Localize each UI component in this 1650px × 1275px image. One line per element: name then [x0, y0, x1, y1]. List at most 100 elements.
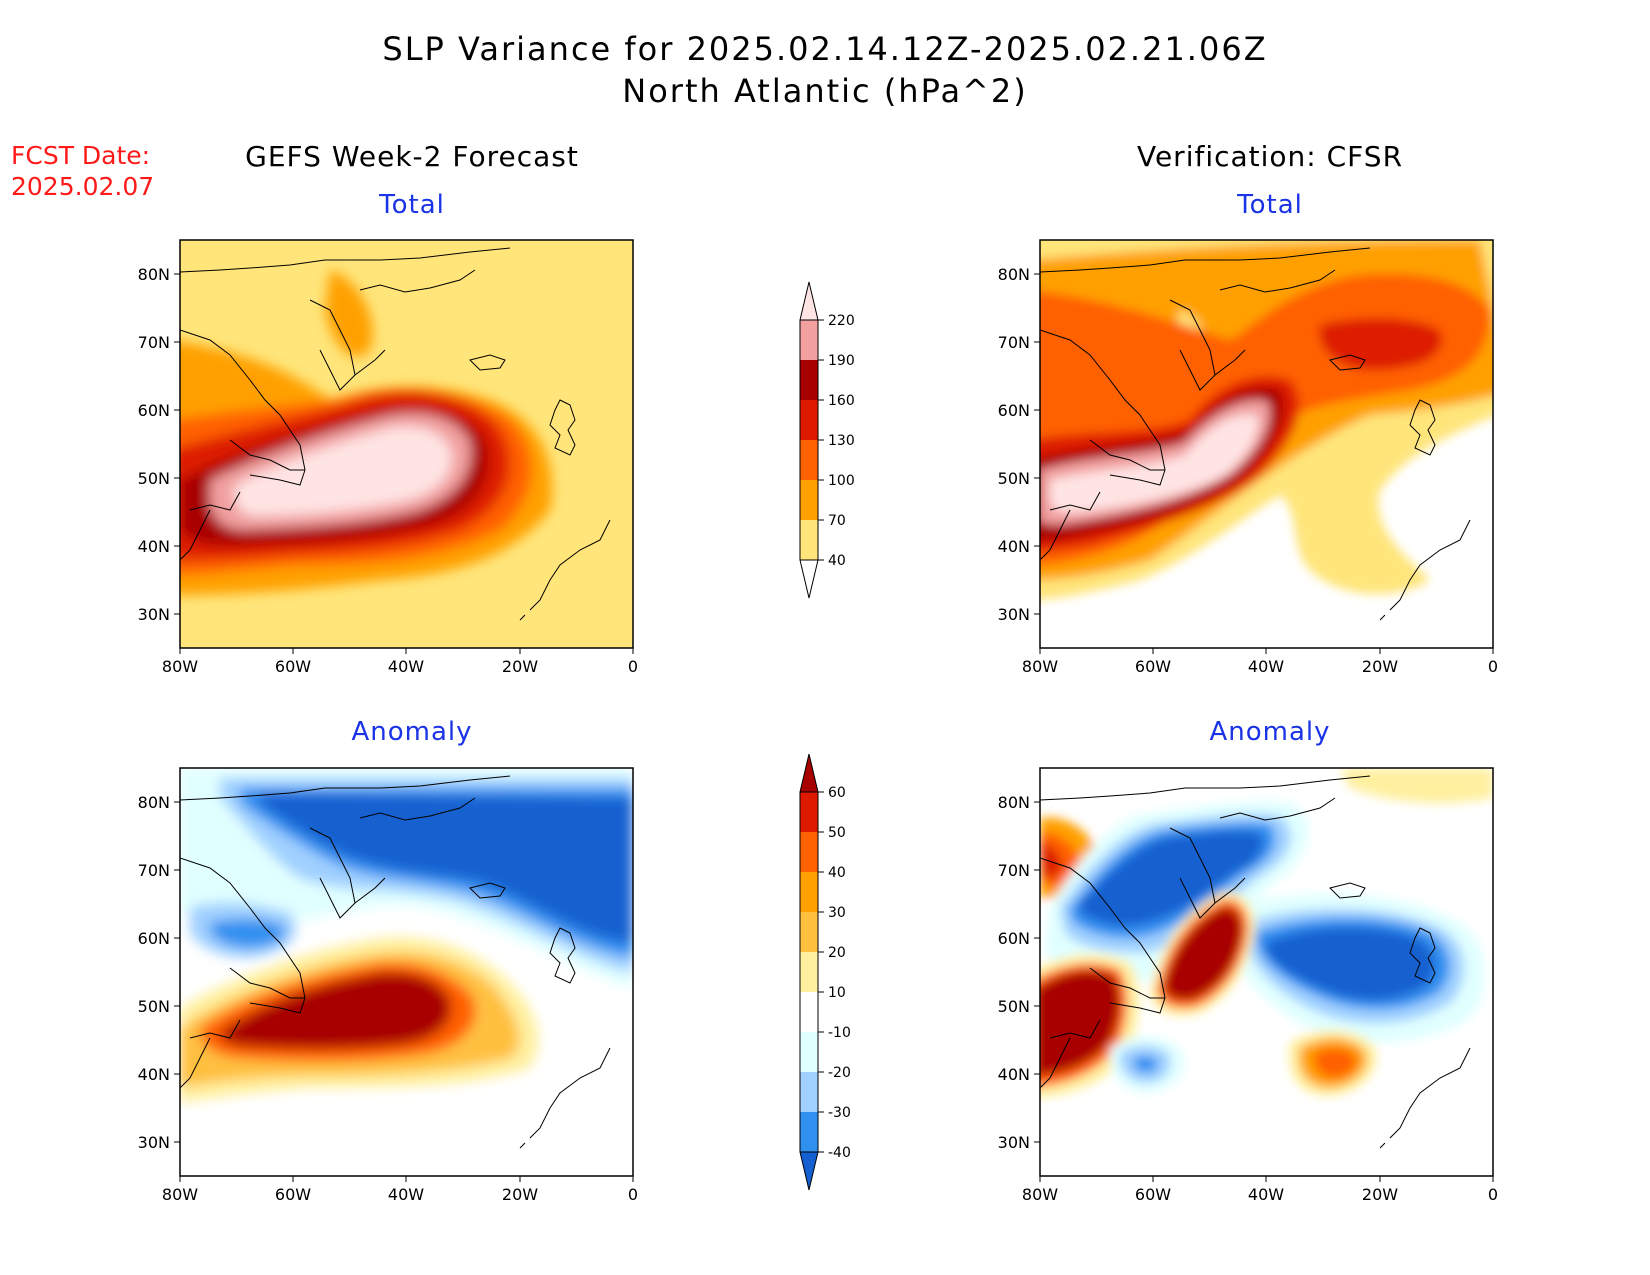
lon-tick-label: 20W [502, 657, 538, 676]
colorbar-label: 100 [828, 473, 855, 489]
lat-tick-label: 30N [138, 1133, 170, 1152]
field-contour-220 [234, 426, 452, 516]
field-contour-220 [1050, 414, 1259, 513]
lat-tick-label: 70N [998, 333, 1030, 352]
lat-tick-label: 60N [998, 929, 1030, 948]
panel-title-cfsr-total: Total [1237, 190, 1303, 220]
colorbar-label: 130 [828, 433, 855, 449]
colorbar-swatch [799, 1151, 819, 1191]
lon-tick-label: 0 [628, 657, 638, 676]
lon-tick-label: 40W [1248, 657, 1284, 676]
colorbar-label: -30 [828, 1105, 851, 1121]
colorbar-swatch [800, 792, 818, 832]
panel-title-cfsr-anomaly: Anomaly [1209, 717, 1331, 747]
lon-tick-label: 20W [502, 1185, 538, 1204]
colorbar-swatch [800, 360, 818, 400]
lat-axis: 80N 70N 60N 50N 40N 30N [138, 265, 180, 624]
lat-tick-label: 40N [998, 537, 1030, 556]
map-cfsr-total: 80N 70N 60N 50N 40N 30N 80W 60W 40W 20W 0 [998, 239, 1498, 676]
lon-tick-label: 60W [1135, 657, 1171, 676]
lon-axis: 80W 60W 40W 20W 0 [1022, 1176, 1498, 1204]
colorbar-swatch [800, 480, 818, 520]
colorbar-swatch [800, 440, 818, 480]
lat-tick-label: 80N [138, 265, 170, 284]
field-contour-40 [1314, 1048, 1357, 1078]
lon-tick-label: 0 [628, 1185, 638, 1204]
colorbar-swatch [799, 281, 819, 321]
colorbar-label: 10 [828, 985, 846, 1001]
lat-tick-label: 50N [138, 469, 170, 488]
coastlines [1040, 775, 1471, 1149]
lon-axis: 80W 60W 40W 20W 0 [1022, 648, 1498, 676]
colorbar-anomaly: 60 50 40 30 20 10 -10 -20 -30 -40 [799, 753, 851, 1191]
lat-tick-label: 40N [138, 1065, 170, 1084]
colorbar-label: -10 [828, 1025, 851, 1041]
lat-tick-label: 70N [138, 333, 170, 352]
field-contour-60 [220, 972, 451, 1049]
lon-tick-label: 20W [1362, 657, 1398, 676]
colorbar-swatch [800, 1112, 818, 1152]
lat-axis: 80N 70N 60N 50N 40N 30N [138, 793, 180, 1152]
lat-tick-label: 40N [998, 1065, 1030, 1084]
lon-tick-label: 80W [1022, 657, 1058, 676]
field-contour-minus40 [1080, 830, 1263, 926]
lat-tick-label: 40N [138, 537, 170, 556]
lon-tick-label: 20W [1362, 1185, 1398, 1204]
lat-tick-label: 80N [998, 265, 1030, 284]
lat-tick-label: 60N [138, 929, 170, 948]
lat-tick-label: 60N [138, 401, 170, 420]
colorbar-label: -40 [828, 1145, 851, 1161]
lat-axis: 80N 70N 60N 50N 40N 30N [998, 265, 1040, 624]
lat-tick-label: 70N [998, 861, 1030, 880]
colorbar-swatch [800, 400, 818, 440]
colorbar-swatch [800, 832, 818, 872]
lat-tick-label: 30N [998, 605, 1030, 624]
lon-tick-label: 80W [162, 1185, 198, 1204]
forecast-date-block: FCST Date: 2025.02.07 [11, 140, 154, 202]
field-contour-minus30 [210, 918, 286, 948]
colorbar-label: 40 [828, 553, 846, 569]
colorbar-swatch [800, 1032, 818, 1072]
colorbar-label: 190 [828, 353, 855, 369]
colorbar-swatch [800, 952, 818, 992]
coastlines [1040, 247, 1471, 621]
lon-tick-label: 60W [275, 657, 311, 676]
colorbar-swatch [799, 753, 819, 793]
field-contour-minus40 [260, 793, 633, 943]
colorbar-label: 220 [828, 313, 855, 329]
colorbar-frame [799, 791, 819, 1153]
colorbar-swatch [800, 992, 818, 1032]
lat-tick-label: 60N [998, 401, 1030, 420]
colorbar-label: -20 [828, 1065, 851, 1081]
lon-axis: 80W 60W 40W 20W 0 [162, 648, 638, 676]
panel-title-gefs-total: Total [379, 190, 445, 220]
field-contour-minus30 [1133, 1055, 1158, 1073]
colorbar-label: 40 [828, 865, 846, 881]
lat-tick-label: 50N [138, 997, 170, 1016]
lat-tick-label: 50N [998, 997, 1030, 1016]
lat-tick-label: 30N [998, 1133, 1030, 1152]
colorbar-label: 60 [828, 785, 846, 801]
colorbar-swatch [799, 559, 819, 599]
lat-tick-label: 80N [138, 793, 170, 812]
lat-tick-label: 50N [998, 469, 1030, 488]
field-contour-70 [325, 270, 373, 357]
forecast-date-label: FCST Date: [11, 141, 151, 170]
colorbar-label: 160 [828, 393, 855, 409]
lon-tick-label: 40W [388, 657, 424, 676]
lon-tick-label: 60W [1135, 1185, 1171, 1204]
colorbar-swatch [800, 912, 818, 952]
map-cfsr-anomaly: 80N 70N 60N 50N 40N 30N 80W 60W 40W 20W 0 [998, 767, 1498, 1204]
lon-tick-label: 60W [275, 1185, 311, 1204]
lon-tick-label: 0 [1488, 1185, 1498, 1204]
lon-tick-label: 80W [162, 657, 198, 676]
colorbar-swatch [800, 1072, 818, 1112]
colorbar-label: 50 [828, 825, 846, 841]
lon-tick-label: 0 [1488, 657, 1498, 676]
colorbar-swatch [800, 872, 818, 912]
forecast-date-value: 2025.02.07 [11, 172, 155, 201]
colorbar-total: 220 190 160 130 100 70 40 [799, 281, 855, 599]
chart-subtitle: North Atlantic (hPa^2) [622, 72, 1028, 110]
field-contour-10 [1340, 768, 1493, 804]
colorbar-label: 20 [828, 945, 846, 961]
